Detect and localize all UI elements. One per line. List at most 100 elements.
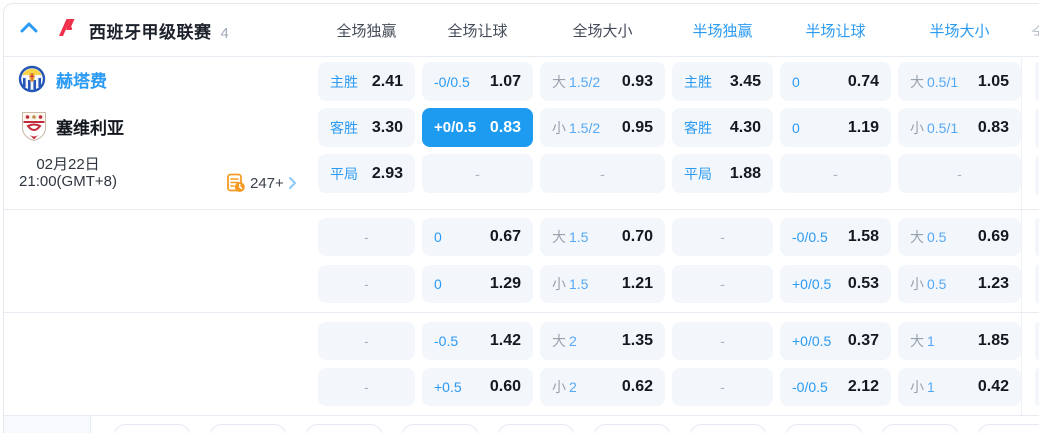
odds-cell[interactable]: -0.5 1.42 xyxy=(422,322,533,360)
odds-cell[interactable]: 平局 1.88 xyxy=(672,154,773,193)
odds-cell-empty[interactable]: - xyxy=(318,368,415,406)
divider xyxy=(4,209,1039,210)
footer-divider xyxy=(90,416,91,433)
over-under-line: 1 xyxy=(927,333,935,349)
quick-filter-pill[interactable] xyxy=(401,424,479,433)
odds-value: 0.83 xyxy=(977,118,1009,136)
quick-market-pills-row xyxy=(113,424,1039,433)
over-under-line: 2 xyxy=(569,379,577,395)
odds-cell[interactable]: 大 1.5/2 0.93 xyxy=(540,62,665,101)
odds-cell[interactable]: 小 1.5/2 0.95 xyxy=(540,108,665,147)
quick-filter-pill[interactable] xyxy=(977,424,1039,433)
odds-cell[interactable]: -0/0.5 1.07 xyxy=(422,62,533,101)
odds-cell[interactable]: 小 2 0.62 xyxy=(540,368,665,406)
odds-value: 1.58 xyxy=(847,228,879,245)
odds-row: 主胜 2.41 -0/0.5 1.07 大 1.5/2 0.93 主胜 3.45 0 0.74 大 0.… xyxy=(318,62,1021,101)
odds-cell[interactable]: +0.5 0.60 xyxy=(422,368,533,406)
odds-cell-empty[interactable]: - xyxy=(672,322,773,360)
empty-dash: - xyxy=(600,165,605,182)
collapse-chevron-up-icon[interactable] xyxy=(20,21,38,33)
odds-label: +0/0.5 xyxy=(792,276,832,292)
odds-value: 0.60 xyxy=(489,378,521,395)
odds-cell-empty[interactable]: - xyxy=(540,154,665,193)
odds-cell[interactable]: 小 0.5 1.23 xyxy=(898,265,1021,303)
more-markets-link[interactable]: 247+ xyxy=(226,171,297,195)
odds-cell-empty[interactable]: - xyxy=(672,265,773,303)
odds-label: 小 0.5/1 xyxy=(910,118,958,138)
quick-filter-pill[interactable] xyxy=(593,424,671,433)
odds-cell[interactable]: 客胜 4.30 xyxy=(672,108,773,147)
empty-dash: - xyxy=(957,165,962,182)
odds-cell-empty[interactable]: - xyxy=(318,218,415,256)
clipped-odds-cell xyxy=(1035,109,1039,148)
odds-cell[interactable]: 0 1.29 xyxy=(422,265,533,303)
odds-cell[interactable]: -0/0.5 2.12 xyxy=(780,368,891,406)
away-team-name[interactable]: 塞维利亚 xyxy=(56,119,124,138)
odds-cell[interactable]: 大 1 1.85 xyxy=(898,322,1021,360)
odds-cell[interactable]: +0/0.5 0.37 xyxy=(780,322,891,360)
over-under-prefix: 大 xyxy=(552,229,566,245)
league-title[interactable]: 西班牙甲级联赛 4 xyxy=(89,18,229,43)
odds-value: 1.05 xyxy=(977,72,1009,90)
odds-cell[interactable]: +0/0.5 0.83 xyxy=(422,108,533,147)
over-under-line: 0.5 xyxy=(927,276,947,292)
quick-filter-pill[interactable] xyxy=(689,424,767,433)
odds-cell[interactable]: 0 1.19 xyxy=(780,108,891,147)
odds-column-header: 全场独赢 xyxy=(336,22,397,40)
odds-cell[interactable]: 大 1.5 0.70 xyxy=(540,218,665,256)
odds-cell-empty[interactable]: - xyxy=(422,154,533,193)
odds-cell[interactable]: 0 0.74 xyxy=(780,62,891,101)
odds-cell-empty[interactable]: - xyxy=(898,154,1021,193)
odds-row: 平局 2.93 - - 平局 1.88 - - xyxy=(318,154,1021,193)
odds-cell[interactable]: 小 1.5 1.21 xyxy=(540,265,665,303)
odds-cell[interactable]: 小 1 0.42 xyxy=(898,368,1021,406)
over-under-line: 1.5/2 xyxy=(569,119,601,136)
full-match-odds-section: 主胜 2.41 -0/0.5 1.07 大 1.5/2 0.93 主胜 3.45 0 0.74 大 0.… xyxy=(0,56,1039,215)
odds-value: 0.69 xyxy=(977,228,1009,245)
over-under-prefix: 大 xyxy=(910,73,924,90)
over-under-line: 1.5 xyxy=(569,276,589,292)
odds-value: 0.70 xyxy=(621,228,653,245)
match-date: 02月22日 xyxy=(36,156,100,173)
odds-cell[interactable]: 主胜 3.45 xyxy=(672,62,773,101)
odds-cell[interactable]: 0 0.67 xyxy=(422,218,533,256)
home-team-name[interactable]: 赫塔费 xyxy=(56,72,107,91)
odds-label: 大 0.5/1 xyxy=(910,72,958,92)
league-name: 西班牙甲级联赛 xyxy=(89,23,212,42)
odds-cell-empty[interactable]: - xyxy=(318,322,415,360)
quick-filter-pill[interactable] xyxy=(881,424,959,433)
odds-cell[interactable]: 大 2 1.35 xyxy=(540,322,665,360)
clipped-odds-cell xyxy=(1035,368,1039,406)
odds-label: 大 0.5 xyxy=(910,227,946,247)
odds-label: 大 1.5 xyxy=(552,227,588,247)
odds-row: -0 0.67 大 1.5 0.70- -0/0.5 1.58 大 0.5 0.69 xyxy=(318,218,1021,256)
odds-value: 1.29 xyxy=(489,275,521,292)
odds-cell-empty[interactable]: - xyxy=(780,154,891,193)
odds-cell[interactable]: 大 0.5/1 1.05 xyxy=(898,62,1021,101)
clipped-next-column-hint: 全 xyxy=(1031,25,1039,36)
quick-filter-pill[interactable] xyxy=(497,424,575,433)
odds-cell[interactable]: 主胜 2.41 xyxy=(318,62,415,101)
odds-cell-empty[interactable]: - xyxy=(318,265,415,303)
odds-label: 小 1.5 xyxy=(552,274,588,294)
odds-cell[interactable]: -0/0.5 1.58 xyxy=(780,218,891,256)
odds-cell[interactable]: 大 0.5 0.69 xyxy=(898,218,1021,256)
odds-label: +0/0.5 xyxy=(792,333,832,349)
match-start-time: 21:00(GMT+8) xyxy=(19,173,117,190)
quick-filter-pill[interactable] xyxy=(113,424,191,433)
odds-cell[interactable]: 小 0.5/1 0.83 xyxy=(898,108,1021,147)
quick-filter-pill[interactable] xyxy=(785,424,863,433)
odds-cell-empty[interactable]: - xyxy=(672,218,773,256)
odds-cell[interactable]: +0/0.5 0.53 xyxy=(780,265,891,303)
odds-row: - +0.5 0.60 小 2 0.62- -0/0.5 2.12 小 1 0.42 xyxy=(318,368,1021,406)
right-column-divider xyxy=(1021,56,1022,415)
odds-cell[interactable]: 客胜 3.30 xyxy=(318,108,415,147)
quick-filter-pill[interactable] xyxy=(305,424,383,433)
odds-cell[interactable]: 平局 2.93 xyxy=(318,154,415,193)
odds-cell-empty[interactable]: - xyxy=(672,368,773,406)
match-time: 02月22日 21:00(GMT+8) xyxy=(2,156,134,190)
quick-filter-pill[interactable] xyxy=(209,424,287,433)
odds-label: -0/0.5 xyxy=(792,229,828,245)
odds-label: 0 xyxy=(434,229,442,245)
